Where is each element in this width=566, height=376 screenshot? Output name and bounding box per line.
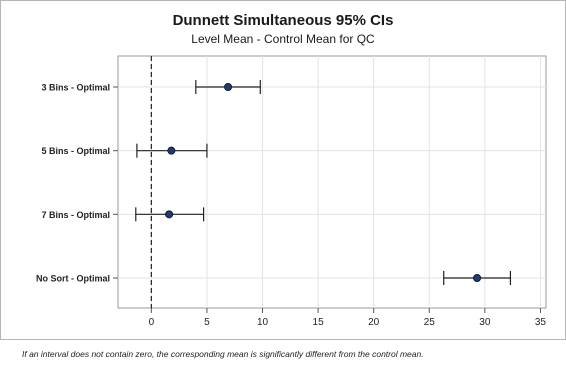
plot-area [117,55,547,309]
y-tick-label: No Sort - Optimal [36,274,110,284]
chart-title: Dunnett Simultaneous 95% CIs [172,12,394,29]
x-tick-label: 15 [313,317,325,328]
y-tick-label: 5 Bins - Optimal [41,146,110,156]
interval-estimate-point [224,83,233,92]
x-tick-label: 30 [479,317,491,328]
x-tick-label: 25 [424,317,436,328]
y-tick-label: 7 Bins - Optimal [41,210,110,220]
x-tick-label: 0 [149,317,155,328]
interval-estimate-point [167,146,176,155]
y-tick-label: 3 Bins - Optimal [41,83,110,93]
interval-plot: 0 5 10 15 20 25 30 35 3 Bins - Optimal 5 Bins - O… [36,55,547,328]
x-tick-label: 5 [204,317,210,328]
x-tick-label: 20 [368,317,380,328]
chart-subtitle: Level Mean - Control Mean for QC [191,32,375,46]
x-tick-label: 35 [535,317,547,328]
interval-estimate-point [165,210,174,219]
footnote: If an interval does not contain zero, th… [22,349,424,359]
interval-estimate-point [473,273,482,282]
x-tick-label: 10 [257,317,269,328]
